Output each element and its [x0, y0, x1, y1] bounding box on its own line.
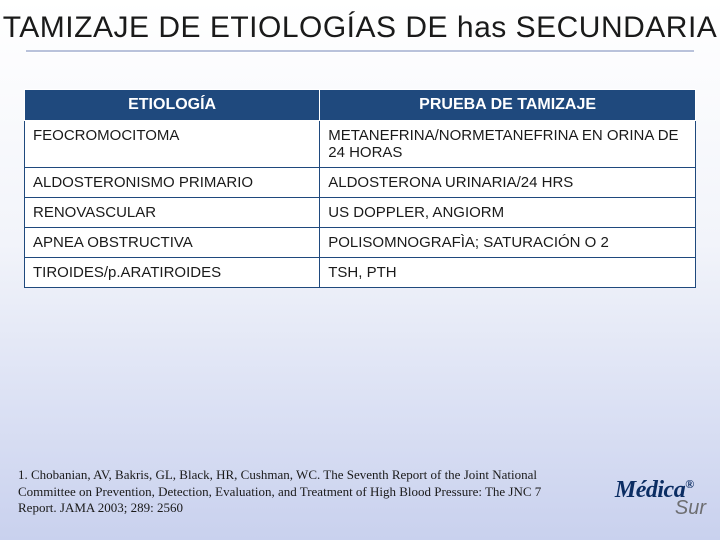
citation-text: 1. Chobanian, AV, Bakris, GL, Black, HR,…: [18, 467, 558, 516]
cell-prueba: US DOPPLER, ANGIORM: [320, 198, 696, 228]
screening-table-container: ETIOLOGÍA PRUEBA DE TAMIZAJE FEOCROMOCIT…: [24, 89, 696, 288]
cell-etiologia: RENOVASCULAR: [25, 198, 320, 228]
col-header-prueba: PRUEBA DE TAMIZAJE: [320, 90, 696, 121]
cell-prueba: METANEFRINA/NORMETANEFRINA EN ORINA DE 2…: [320, 121, 696, 168]
cell-etiologia: TIROIDES/p.ARATIROIDES: [25, 258, 320, 288]
medica-sur-logo: Médica® Sur: [615, 478, 706, 518]
cell-etiologia: ALDOSTERONISMO PRIMARIO: [25, 168, 320, 198]
table-row: ALDOSTERONISMO PRIMARIO ALDOSTERONA URIN…: [25, 168, 696, 198]
table-row: TIROIDES/p.ARATIROIDES TSH, PTH: [25, 258, 696, 288]
table-row: APNEA OBSTRUCTIVA POLISOMNOGRAFÌA; SATUR…: [25, 228, 696, 258]
cell-prueba: POLISOMNOGRAFÌA; SATURACIÓN O 2: [320, 228, 696, 258]
table-row: FEOCROMOCITOMA METANEFRINA/NORMETANEFRIN…: [25, 121, 696, 168]
screening-table: ETIOLOGÍA PRUEBA DE TAMIZAJE FEOCROMOCIT…: [24, 89, 696, 288]
title-underline: [26, 50, 694, 53]
cell-etiologia: APNEA OBSTRUCTIVA: [25, 228, 320, 258]
cell-etiologia: FEOCROMOCITOMA: [25, 121, 320, 168]
page-title: TAMIZAJE DE ETIOLOGÍAS DE has SECUNDARIA: [0, 0, 720, 46]
cell-prueba: TSH, PTH: [320, 258, 696, 288]
logo-registered-icon: ®: [685, 477, 693, 491]
cell-prueba: ALDOSTERONA URINARIA/24 HRS: [320, 168, 696, 198]
col-header-etiologia: ETIOLOGÍA: [25, 90, 320, 121]
table-row: RENOVASCULAR US DOPPLER, ANGIORM: [25, 198, 696, 228]
table-header-row: ETIOLOGÍA PRUEBA DE TAMIZAJE: [25, 90, 696, 121]
